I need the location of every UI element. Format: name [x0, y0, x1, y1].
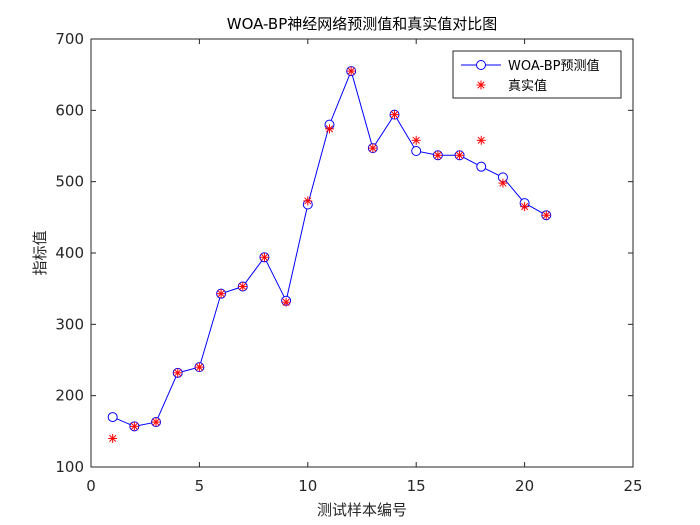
actual-point: [173, 368, 183, 378]
actual-point-d2: [369, 144, 377, 152]
actual-point-d2: [239, 282, 247, 291]
actual-point-d2: [260, 253, 269, 261]
y-tick-label: 700: [55, 30, 84, 48]
actual-point: [390, 110, 400, 120]
x-tick-label: 0: [86, 477, 96, 495]
y-tick-label: 600: [55, 101, 84, 119]
y-tick-label: 300: [55, 315, 84, 333]
actual-point: [433, 150, 443, 160]
actual-point-d2: [412, 136, 420, 144]
actual-point-d2: [174, 369, 182, 377]
actual-point-d2: [325, 125, 334, 133]
actual-point-d2: [521, 203, 529, 211]
actual-point: [108, 433, 118, 443]
actual-point: [238, 282, 248, 292]
actual-point-d2: [455, 151, 464, 159]
actual-point: [520, 202, 530, 212]
actual-point-d2: [130, 422, 138, 430]
actual-point-d2: [477, 136, 485, 144]
actual-point: [303, 196, 313, 206]
y-tick-label: 200: [55, 387, 84, 405]
actual-point: [129, 421, 139, 431]
x-tick-label: 10: [298, 477, 317, 495]
legend-star-marker: [476, 80, 486, 90]
actual-point-d2: [542, 211, 550, 219]
legend-star-marker-d2: [477, 81, 485, 89]
plot-area: [90, 38, 634, 468]
actual-point-d2: [217, 290, 225, 298]
y-axis-label: 指标值: [31, 230, 49, 275]
actual-point-d2: [195, 363, 203, 371]
x-tick-label: 25: [623, 477, 642, 495]
actual-point: [476, 135, 486, 145]
actual-point: [324, 124, 334, 134]
actual-point: [541, 210, 551, 220]
actual-point-d2: [109, 434, 117, 443]
actual-point-d2: [152, 418, 160, 426]
actual-point-d2: [499, 179, 507, 187]
actual-point: [346, 66, 356, 76]
actual-point-d2: [304, 197, 312, 205]
prediction-point: [107, 412, 118, 423]
actual-point-d2: [347, 67, 355, 75]
actual-point: [216, 289, 226, 299]
actual-point: [194, 362, 204, 372]
actual-point: [281, 297, 291, 307]
y-tick-label: 100: [55, 458, 84, 476]
actual-point: [411, 135, 421, 145]
prediction-point: [411, 145, 422, 156]
actual-point: [151, 417, 161, 427]
actual-point-d2: [282, 298, 290, 306]
actual-point: [259, 252, 269, 262]
chart-title: WOA-BP神经网络预测值和真实值对比图: [227, 15, 498, 33]
actual-point-d2: [434, 151, 442, 159]
actual-point-d2: [390, 111, 399, 119]
actual-point: [498, 178, 508, 188]
series-layer: [107, 66, 552, 443]
x-tick-label: 15: [407, 477, 426, 495]
actual-point: [368, 143, 378, 153]
x-tick-label: 20: [515, 477, 534, 495]
actual-point: [455, 150, 465, 160]
y-tick-label: 400: [55, 244, 84, 262]
x-tick-label: 5: [195, 477, 205, 495]
prediction-point: [476, 161, 487, 172]
legend-label-prediction: WOA-BP预测值: [508, 58, 599, 74]
axis-ticks: 0 5 10 15 20 25 100 200 300 400 500 600 700: [55, 30, 642, 495]
legend-circle-marker: [476, 60, 486, 70]
y-tick-label: 500: [55, 173, 84, 191]
legend-label-actual: 真实值: [508, 78, 547, 94]
legend-box: [452, 50, 622, 99]
x-axis-label: 测试样本编号: [317, 501, 407, 519]
